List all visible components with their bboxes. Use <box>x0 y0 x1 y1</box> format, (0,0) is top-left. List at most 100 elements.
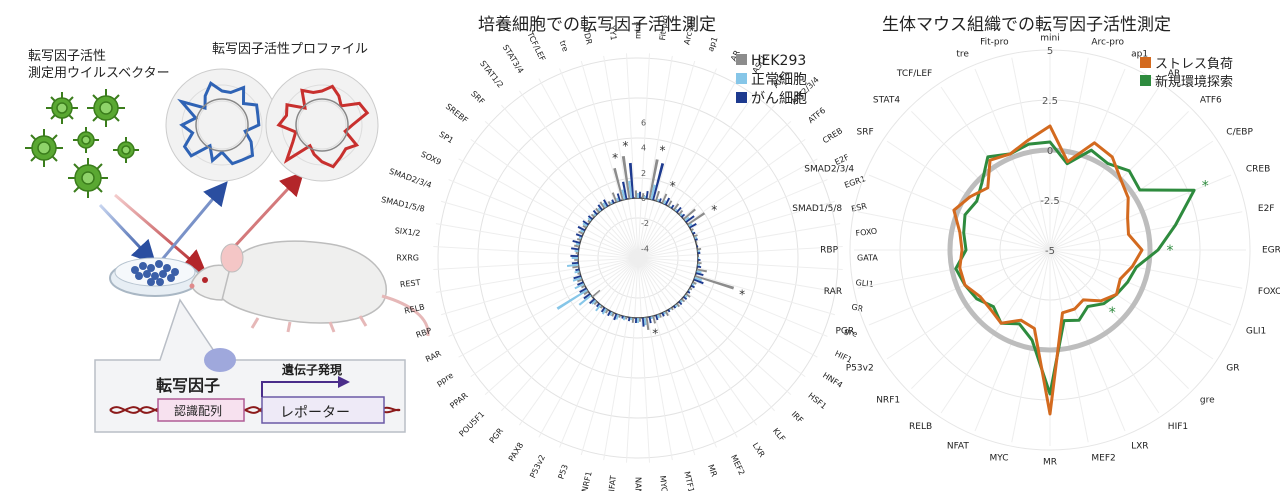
grid-spoke <box>637 257 843 270</box>
axis-label: SMAD2/3/4 <box>388 167 433 190</box>
bar-normal <box>616 197 619 202</box>
legend-item-hek: HEK293 <box>736 52 807 71</box>
bar-normal <box>580 229 585 233</box>
grid-spoke <box>637 257 818 358</box>
bar-hek <box>655 190 660 201</box>
tf-blob <box>204 348 236 372</box>
significance-star: * <box>652 327 658 341</box>
bar-cancer <box>692 231 696 235</box>
series-line-explore <box>954 140 1196 396</box>
bar-normal <box>696 270 702 274</box>
bar-normal <box>591 299 597 305</box>
grid-spoke <box>637 257 758 426</box>
axis-label: ppre <box>435 371 455 388</box>
bar-cancer <box>607 310 612 317</box>
bar-cancer <box>577 281 584 286</box>
axis-label: MTF1 <box>682 470 696 491</box>
grid-spoke <box>538 257 639 438</box>
axis-label: P53v2 <box>846 363 874 373</box>
significance-star: * <box>612 151 618 165</box>
grid-spoke <box>559 257 639 448</box>
bar-hek <box>697 262 702 265</box>
significance-star: * <box>1167 243 1174 259</box>
profile-label: 転写因子活性プロファイル <box>212 42 369 57</box>
grid-spoke <box>440 200 639 259</box>
axis-label: NANOG <box>634 477 643 491</box>
bar-cancer <box>571 262 579 265</box>
axis-label: gre <box>843 326 858 339</box>
axis-label: LXR <box>1131 441 1148 451</box>
bar-hek <box>667 200 673 207</box>
bar-normal <box>674 304 678 308</box>
bar-normal <box>622 316 626 321</box>
axis-label: RXRG <box>396 254 419 263</box>
bar-hek <box>577 272 581 275</box>
bar-hek <box>639 317 641 322</box>
bar-cancer <box>696 245 699 248</box>
bar-cancer <box>571 247 579 251</box>
bar-normal <box>679 213 683 217</box>
bar-cancer <box>687 290 691 294</box>
axis-label: STAT3/4 <box>501 43 526 75</box>
tick-label: 2.5 <box>1042 96 1058 107</box>
bar-normal <box>595 304 602 312</box>
bar-cancer <box>583 293 591 300</box>
bar-normal <box>697 263 701 266</box>
tick-label: 5 <box>1047 46 1053 57</box>
bar-hek <box>577 278 583 283</box>
bar-normal <box>593 213 597 217</box>
axis-label: MR <box>706 463 719 478</box>
tick-label: -5 <box>1045 246 1055 257</box>
bar-cancer <box>681 213 686 218</box>
legend-label-normal: 正常細胞 <box>751 72 807 88</box>
axis-label: P53 <box>556 463 569 480</box>
axis-label: gre <box>1200 395 1215 405</box>
grid-spoke <box>484 121 639 259</box>
axis-label: PGR <box>488 426 506 445</box>
virus-icon <box>87 89 125 127</box>
grid-spoke <box>637 257 738 438</box>
bar-normal <box>628 180 633 199</box>
bar-cancer <box>570 254 579 257</box>
bar-cancer <box>573 275 581 280</box>
grid-spoke <box>637 257 792 395</box>
bar-hek <box>599 201 606 209</box>
bar-hek <box>618 315 621 318</box>
axis-label: CREB <box>821 126 844 145</box>
virus-icon <box>68 158 108 198</box>
legend-item-explore: 新規環境探索 <box>1140 74 1233 92</box>
bar-hek <box>681 298 686 303</box>
bar-cancer <box>589 298 595 305</box>
bar-hek <box>582 225 587 229</box>
grid-spoke <box>435 257 639 293</box>
bar-normal <box>615 314 619 320</box>
grid-spoke <box>637 104 775 259</box>
bar-normal <box>637 193 639 198</box>
bar-hek <box>590 213 595 218</box>
significance-star: * <box>670 179 676 193</box>
series-line-stress <box>952 124 1144 416</box>
bar-hek <box>621 156 631 199</box>
bar-hek <box>574 259 579 261</box>
axis-label: GLI1 <box>1246 327 1266 337</box>
bar-cancer <box>572 240 581 244</box>
bar-normal <box>571 257 578 259</box>
grid-spoke <box>433 257 639 270</box>
axis-label: FOXO <box>855 227 878 238</box>
tick-label: 6 <box>641 118 646 127</box>
bar-hek <box>652 315 656 324</box>
grid-spoke <box>435 223 639 259</box>
significance-star: * <box>1202 179 1209 195</box>
bar-cancer <box>683 296 688 300</box>
bar-normal <box>691 230 694 233</box>
bar-cancer <box>648 316 652 324</box>
reporter-label: レポーター <box>280 405 350 421</box>
axis-label: IRF <box>790 410 805 425</box>
grid-spoke <box>626 53 639 259</box>
legend-item-normal: 正常細胞 <box>736 71 807 90</box>
bar-normal <box>694 277 703 282</box>
axis-label: GR <box>1226 363 1239 373</box>
grid-spoke <box>637 138 806 259</box>
bar-normal <box>694 236 698 239</box>
grid-spoke <box>637 246 843 259</box>
